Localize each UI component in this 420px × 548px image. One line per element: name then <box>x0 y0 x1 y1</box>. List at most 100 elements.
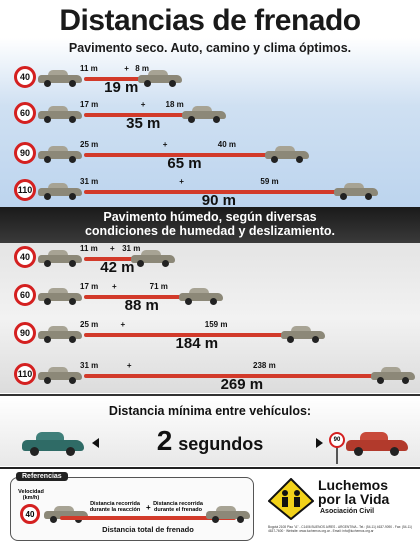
car-start <box>38 367 82 384</box>
braking-distance: 18 m <box>165 100 184 109</box>
reference-speed-label-2: (km/h) <box>22 495 40 501</box>
min-distance-unit: segundos <box>178 434 264 454</box>
dry-row: 90 25 m +40 m 65 m <box>0 140 420 178</box>
speed-sign-icon: 60 <box>14 102 36 124</box>
reference-total-label: Distancia total de frenado <box>102 525 194 534</box>
braking-distance: 71 m <box>149 282 168 291</box>
reaction-distance: 11 m <box>80 64 98 73</box>
car-start <box>38 183 82 200</box>
car-stop <box>281 326 326 343</box>
wet-row: 40 11 m +31 m 42 m <box>0 244 420 282</box>
car-start <box>38 106 82 123</box>
plus-sign: + <box>120 320 126 329</box>
reference-reaction-label-2: durante la reacción <box>89 507 141 513</box>
arrow-left-icon <box>92 438 99 448</box>
car-stop <box>264 146 309 163</box>
page-title: Distancias de frenado <box>59 4 361 37</box>
braking-distance-bar <box>84 153 267 157</box>
sign-pole <box>336 446 338 464</box>
plus-sign: + <box>124 64 129 73</box>
reference-header: Referencias <box>16 472 68 481</box>
wet-subtitle-line2: condiciones de humedad y deslizamiento. <box>84 224 336 238</box>
braking-distance: 31 m <box>122 244 141 253</box>
dry-row: 40 11 m +8 m 19 m <box>0 64 420 102</box>
dry-row: 60 17 m +18 m 35 m <box>0 100 420 138</box>
min-distance-label: Distancia mínima entre vehículos: <box>108 404 312 418</box>
speed-sign-icon: 60 <box>14 284 36 306</box>
reference-box <box>10 477 254 541</box>
wet-subtitle-line1: Pavimento húmedo, según diversas <box>103 210 317 224</box>
wet-row: 90 25 m +159 m 184 m <box>0 320 420 358</box>
reaction-distance: 31 m <box>80 361 99 370</box>
dry-row: 110 31 m +59 m 90 m <box>0 177 420 215</box>
braking-distance: 59 m <box>260 177 279 186</box>
wet-subtitle: Pavimento húmedo, según diversas condici… <box>0 210 420 238</box>
plus-sign: + <box>126 361 132 370</box>
wet-row: 110 31 m +238 m 269 m <box>0 361 420 399</box>
speed-sign-icon: 110 <box>14 363 36 385</box>
leading-car <box>346 432 408 456</box>
reaction-distance: 25 m <box>80 140 99 149</box>
reference-braking-label: Distancia recorrida durante el frenado <box>150 501 206 513</box>
car-start <box>38 288 82 305</box>
organization-logo-icon <box>268 478 314 520</box>
total-distance: 90 m <box>201 192 236 209</box>
reference-braking-label-1: Distancia recorrida <box>153 501 203 507</box>
organization-name: Luchemos por la Vida <box>318 478 389 506</box>
reference-distance-bar <box>60 516 236 520</box>
organization-contact: Bogotá 2108 Piso "A" - C1406 BUENOS AIRE… <box>268 525 412 533</box>
wet-section-header <box>0 207 420 243</box>
braking-distance: 159 m <box>204 320 228 329</box>
car-stop <box>130 250 175 267</box>
braking-distance-bar <box>84 77 141 81</box>
braking-distance: 8 m <box>135 64 150 73</box>
following-car <box>22 432 84 456</box>
reference-speed-label-1: Velocidad <box>18 489 44 495</box>
car-start <box>38 70 82 87</box>
reference-speed-label: Velocidad (km/h) <box>18 489 44 501</box>
reaction-distance: 25 m <box>80 320 99 329</box>
min-distance-number: 2 <box>156 425 173 456</box>
reference-car-end <box>206 506 250 523</box>
speed-sign-icon: 40 <box>14 66 36 88</box>
braking-distance-bar <box>84 333 284 337</box>
reaction-distance: 31 m <box>80 177 99 186</box>
dry-subtitle: Pavimento seco. Auto, camino y clima ópt… <box>68 41 352 55</box>
car-stop <box>333 183 378 200</box>
speed-sign-icon: 40 <box>14 246 36 268</box>
car-start <box>38 250 82 267</box>
total-distance: 42 m <box>100 259 135 276</box>
speed-sign-icon: 90 <box>329 432 345 448</box>
plus-sign: + <box>162 140 168 149</box>
dry-section <box>0 38 420 208</box>
arrow-right-icon <box>316 438 323 448</box>
braking-distance-bar <box>84 190 336 194</box>
wet-section <box>0 243 420 393</box>
reaction-distance: 17 m <box>80 282 99 291</box>
car-stop <box>371 367 416 384</box>
reference-reaction-label: Distancia recorrida durante la reacción <box>84 501 146 513</box>
plus-sign: + <box>112 282 117 291</box>
braking-distance-bar <box>84 113 185 117</box>
car-start <box>38 326 82 343</box>
braking-distance: 238 m <box>253 361 276 370</box>
speed-sign-icon: 90 <box>14 322 36 344</box>
speed-sign-icon: 90 <box>14 142 36 164</box>
wet-row: 60 17 m +71 m 88 m <box>0 282 420 320</box>
total-distance: 35 m <box>126 115 161 132</box>
total-distance: 19 m <box>104 79 139 96</box>
car-stop <box>182 106 227 123</box>
total-distance: 184 m <box>175 335 219 352</box>
reference-reaction-label-1: Distancia recorrida <box>90 501 140 507</box>
braking-distance-bar <box>84 257 133 261</box>
organization-name-line1: Luchemos <box>318 477 389 493</box>
speed-sign-icon: 110 <box>14 179 36 201</box>
total-distance: 65 m <box>167 155 202 172</box>
car-start <box>38 146 82 163</box>
plus-sign: + <box>110 244 115 253</box>
braking-distance-bar <box>84 374 374 378</box>
total-distance: 88 m <box>124 297 159 314</box>
car-stop <box>138 70 183 87</box>
reference-speed-sign-icon: 40 <box>20 504 40 524</box>
organization-name-line2: por la Vida <box>318 491 390 507</box>
